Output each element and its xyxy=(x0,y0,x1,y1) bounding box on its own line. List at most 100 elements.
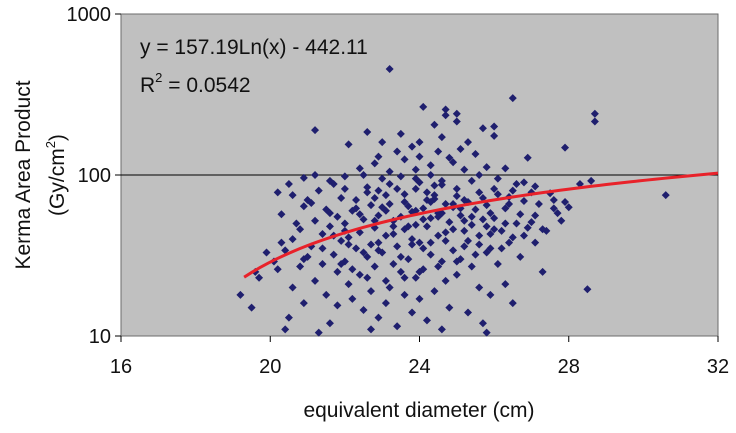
data-point xyxy=(255,273,264,282)
data-point xyxy=(426,214,435,223)
data-point xyxy=(441,200,450,209)
data-point xyxy=(381,276,390,285)
y-tick-label: 1000 xyxy=(67,4,112,26)
data-point xyxy=(381,231,390,240)
data-point xyxy=(411,273,420,282)
x-tick-label: 28 xyxy=(558,356,580,378)
data-point xyxy=(464,138,473,147)
data-point xyxy=(419,102,428,111)
data-point xyxy=(467,212,476,221)
data-point xyxy=(325,176,334,185)
r-squared-prefix: R xyxy=(140,74,155,97)
data-point xyxy=(437,176,446,185)
data-point xyxy=(322,290,331,299)
data-point xyxy=(490,214,499,223)
data-point xyxy=(389,230,398,239)
data-point xyxy=(464,308,473,317)
data-point xyxy=(415,178,424,187)
data-point xyxy=(587,176,596,185)
data-point xyxy=(490,184,499,193)
data-point xyxy=(519,178,528,187)
data-point xyxy=(314,186,323,195)
data-point xyxy=(449,158,458,167)
data-point xyxy=(411,220,420,229)
equation-label: y = 157.19Ln(x) - 442.11 xyxy=(140,36,368,59)
data-point xyxy=(501,280,510,289)
data-point xyxy=(366,201,375,210)
data-point xyxy=(389,222,398,231)
x-tick-label: 32 xyxy=(707,356,729,378)
data-point xyxy=(415,238,424,247)
data-point xyxy=(445,218,454,227)
data-point xyxy=(456,211,465,220)
data-point xyxy=(396,267,405,276)
data-point xyxy=(419,215,428,224)
data-point xyxy=(467,176,476,185)
data-point xyxy=(426,197,435,206)
data-point xyxy=(523,153,532,162)
data-point xyxy=(534,200,543,209)
r-squared-suffix: = 0.0542 xyxy=(162,74,250,97)
data-point xyxy=(284,179,293,188)
data-point xyxy=(378,138,387,147)
data-point xyxy=(348,294,357,303)
data-point xyxy=(441,111,450,120)
data-point xyxy=(400,155,409,164)
data-point xyxy=(393,242,402,251)
data-point xyxy=(583,285,592,294)
data-point xyxy=(441,105,450,114)
data-point xyxy=(475,171,484,179)
data-point xyxy=(449,225,458,234)
data-point xyxy=(516,210,525,219)
data-point xyxy=(236,290,245,299)
data-point xyxy=(486,230,495,239)
data-point xyxy=(434,231,443,240)
data-point xyxy=(325,319,334,328)
data-point xyxy=(284,313,293,322)
data-point xyxy=(434,262,443,271)
data-point xyxy=(374,238,383,247)
data-point xyxy=(478,319,487,328)
data-point xyxy=(430,120,439,129)
data-point xyxy=(370,193,379,202)
data-point xyxy=(355,210,364,219)
data-point xyxy=(460,242,469,251)
data-point xyxy=(482,163,491,172)
data-point xyxy=(426,238,435,247)
data-point xyxy=(366,240,375,249)
data-point xyxy=(441,236,450,245)
data-point xyxy=(486,244,495,253)
data-point xyxy=(475,188,484,197)
y-axis-unit-sup: 2 xyxy=(43,141,58,148)
data-point xyxy=(363,252,372,261)
data-point xyxy=(422,316,431,325)
data-point xyxy=(325,222,334,231)
data-point xyxy=(329,250,338,259)
data-point xyxy=(385,167,394,176)
data-point xyxy=(311,216,320,225)
data-point xyxy=(292,219,301,228)
data-point xyxy=(288,283,297,292)
data-point xyxy=(299,173,308,182)
data-point xyxy=(452,117,461,126)
data-point xyxy=(277,238,286,247)
data-point xyxy=(311,126,320,135)
data-point xyxy=(352,204,361,213)
data-point xyxy=(482,201,491,210)
x-tick-label: 16 xyxy=(110,356,132,378)
y-axis: 10 100 1000 xyxy=(67,4,121,348)
data-point xyxy=(281,325,290,334)
data-point xyxy=(497,226,506,235)
data-point xyxy=(374,186,383,195)
data-point xyxy=(288,235,297,244)
data-point xyxy=(590,109,599,118)
data-point xyxy=(441,276,450,285)
data-point xyxy=(490,225,499,234)
y-axis-unit-end: ) xyxy=(46,134,69,141)
data-point xyxy=(393,322,402,331)
data-point xyxy=(467,220,476,229)
data-point xyxy=(344,280,353,289)
data-point xyxy=(415,267,424,276)
data-point xyxy=(445,303,454,312)
data-point xyxy=(564,203,573,212)
